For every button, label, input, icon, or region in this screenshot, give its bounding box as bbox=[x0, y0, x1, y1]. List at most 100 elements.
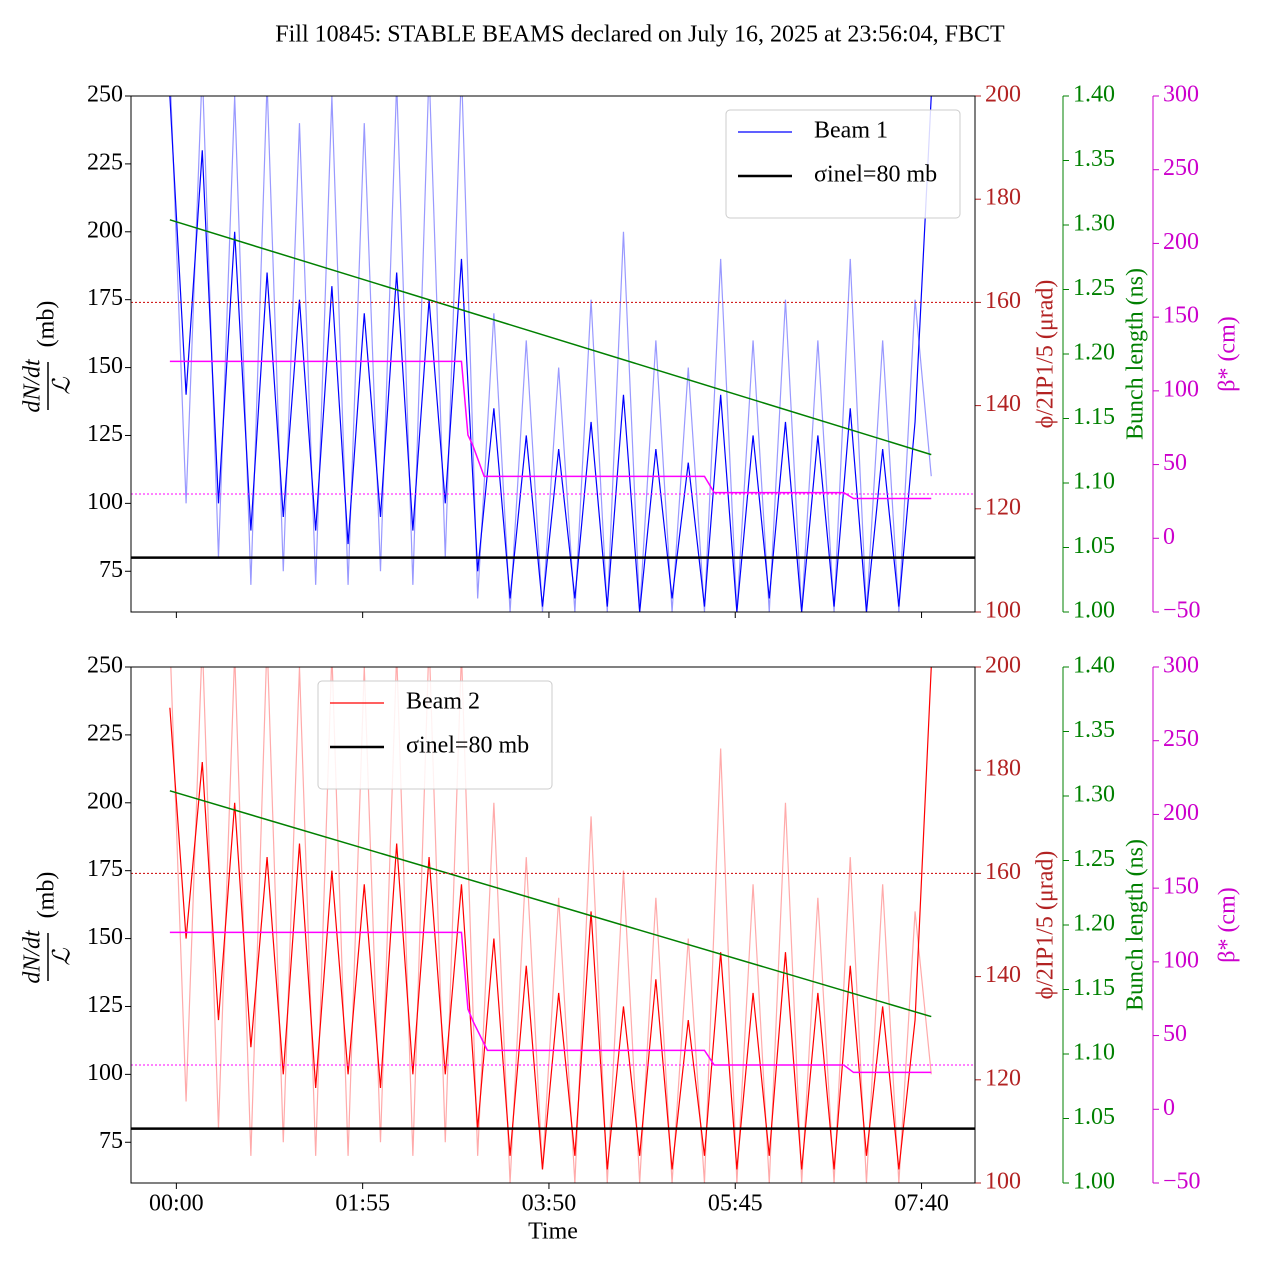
x-axis-label: Time bbox=[528, 1219, 578, 1245]
y4-tick-label: 250 bbox=[1163, 155, 1199, 181]
y4-tick-label: 150 bbox=[1163, 303, 1199, 329]
y2-tick-label: 160 bbox=[985, 859, 1021, 885]
y4-tick-label: 300 bbox=[1163, 653, 1199, 679]
y3-tick-label: 1.20 bbox=[1073, 911, 1115, 937]
y-tick-label: 125 bbox=[87, 992, 123, 1018]
y2-axis-label: ϕ/2IP1/5 (μrad) bbox=[1033, 280, 1059, 429]
legend-box bbox=[725, 109, 961, 219]
chart-title: Fill 10845: STABLE BEAMS declared on Jul… bbox=[275, 22, 1005, 48]
y-tick-label: 200 bbox=[87, 217, 123, 243]
x-tick-label: 01:55 bbox=[335, 1191, 390, 1217]
legend-label: σinel=80 mb bbox=[814, 162, 937, 188]
y4-tick-label: 50 bbox=[1163, 1021, 1187, 1047]
y2-tick-label: 200 bbox=[985, 653, 1021, 679]
y4-tick-label: 100 bbox=[1163, 376, 1199, 402]
y4-tick-label: 300 bbox=[1163, 82, 1199, 108]
series-line bbox=[169, 931, 932, 1074]
y4-tick-label: 0 bbox=[1163, 1095, 1175, 1121]
y3-axis-label: Bunch length (ns) bbox=[1123, 839, 1149, 1011]
y2-tick-label: 140 bbox=[985, 962, 1021, 988]
series-line bbox=[169, 219, 932, 456]
y3-tick-label: 1.10 bbox=[1073, 469, 1115, 495]
series-line bbox=[169, 360, 932, 500]
y2-tick-label: 140 bbox=[985, 391, 1021, 417]
y4-tick-label: −50 bbox=[1163, 1169, 1201, 1195]
series-line bbox=[169, 667, 932, 1170]
y-label-unit: (mb) bbox=[34, 872, 60, 919]
y4-axis-label: β* (cm) bbox=[1215, 316, 1241, 392]
y2-tick-label: 160 bbox=[985, 288, 1021, 314]
y3-tick-label: 1.25 bbox=[1073, 846, 1115, 872]
y4-tick-label: 0 bbox=[1163, 524, 1175, 550]
y2-tick-label: 200 bbox=[985, 82, 1021, 108]
y-tick-label: 100 bbox=[87, 489, 123, 515]
y-label-numerator: dN/dt bbox=[20, 929, 46, 984]
y3-tick-label: 1.15 bbox=[1073, 404, 1115, 430]
y3-tick-label: 1.40 bbox=[1073, 653, 1115, 679]
y-axis-label: dN/dt ℒ (mb) bbox=[20, 301, 76, 413]
y-tick-label: 200 bbox=[87, 788, 123, 814]
plot-frame bbox=[130, 95, 976, 613]
y4-tick-label: 200 bbox=[1163, 800, 1199, 826]
y-label-denominator: ℒ bbox=[50, 377, 76, 395]
y2-tick-label: 100 bbox=[985, 598, 1021, 624]
y-tick-label: 250 bbox=[87, 653, 123, 679]
y3-tick-label: 1.00 bbox=[1073, 1169, 1115, 1195]
y2-tick-label: 100 bbox=[985, 1169, 1021, 1195]
x-tick-label: 03:50 bbox=[522, 1191, 577, 1217]
y-tick-label: 175 bbox=[87, 285, 123, 311]
y-tick-label: 75 bbox=[99, 1128, 123, 1154]
y-tick-label: 125 bbox=[87, 421, 123, 447]
y4-tick-label: 100 bbox=[1163, 947, 1199, 973]
y-tick-label: 100 bbox=[87, 1060, 123, 1086]
legend: Beam 1 σinel=80 mb bbox=[725, 109, 961, 219]
y-tick-label: 150 bbox=[87, 353, 123, 379]
x-tick-label: 07:40 bbox=[894, 1191, 949, 1217]
y2-tick-label: 180 bbox=[985, 185, 1021, 211]
legend-box bbox=[317, 680, 553, 790]
y2-tick-label: 120 bbox=[985, 494, 1021, 520]
y3-tick-label: 1.20 bbox=[1073, 340, 1115, 366]
plot-frame bbox=[130, 666, 976, 1184]
series-line bbox=[169, 790, 932, 1018]
y-tick-label: 225 bbox=[87, 720, 123, 746]
y-tick-label: 75 bbox=[99, 557, 123, 583]
y4-tick-label: 250 bbox=[1163, 726, 1199, 752]
y-tick-label: 225 bbox=[87, 149, 123, 175]
y3-axis-label: Bunch length (ns) bbox=[1123, 268, 1149, 440]
series-line bbox=[169, 96, 932, 612]
y3-tick-label: 1.35 bbox=[1073, 146, 1115, 172]
y2-tick-label: 120 bbox=[985, 1065, 1021, 1091]
x-tick-label: 05:45 bbox=[708, 1191, 763, 1217]
y3-tick-label: 1.10 bbox=[1073, 1040, 1115, 1066]
y3-tick-label: 1.40 bbox=[1073, 82, 1115, 108]
x-tick-label: 00:00 bbox=[149, 1191, 204, 1217]
y-tick-label: 150 bbox=[87, 924, 123, 950]
y2-tick-label: 180 bbox=[985, 756, 1021, 782]
legend-label: σinel=80 mb bbox=[406, 733, 529, 759]
y-axis-label: dN/dt ℒ (mb) bbox=[20, 872, 76, 984]
plot-area bbox=[131, 96, 975, 612]
plot-area bbox=[131, 667, 975, 1183]
y-label-numerator: dN/dt bbox=[20, 358, 46, 413]
y3-tick-label: 1.30 bbox=[1073, 782, 1115, 808]
y3-tick-label: 1.30 bbox=[1073, 211, 1115, 237]
legend-label: Beam 2 bbox=[406, 689, 480, 715]
legend: Beam 2 σinel=80 mb bbox=[317, 680, 553, 790]
y-tick-label: 175 bbox=[87, 856, 123, 882]
y-label-denominator: ℒ bbox=[50, 948, 76, 966]
y2-axis-label: ϕ/2IP1/5 (μrad) bbox=[1033, 851, 1059, 1000]
y3-tick-label: 1.35 bbox=[1073, 717, 1115, 743]
y-tick-label: 250 bbox=[87, 82, 123, 108]
y4-tick-label: −50 bbox=[1163, 598, 1201, 624]
y3-tick-label: 1.00 bbox=[1073, 598, 1115, 624]
y4-axis-label: β* (cm) bbox=[1215, 887, 1241, 963]
y4-tick-label: 50 bbox=[1163, 450, 1187, 476]
y-label-unit: (mb) bbox=[34, 301, 60, 348]
y3-tick-label: 1.05 bbox=[1073, 533, 1115, 559]
series-line bbox=[170, 96, 932, 612]
y3-tick-label: 1.05 bbox=[1073, 1104, 1115, 1130]
y3-tick-label: 1.15 bbox=[1073, 975, 1115, 1001]
y3-tick-label: 1.25 bbox=[1073, 275, 1115, 301]
